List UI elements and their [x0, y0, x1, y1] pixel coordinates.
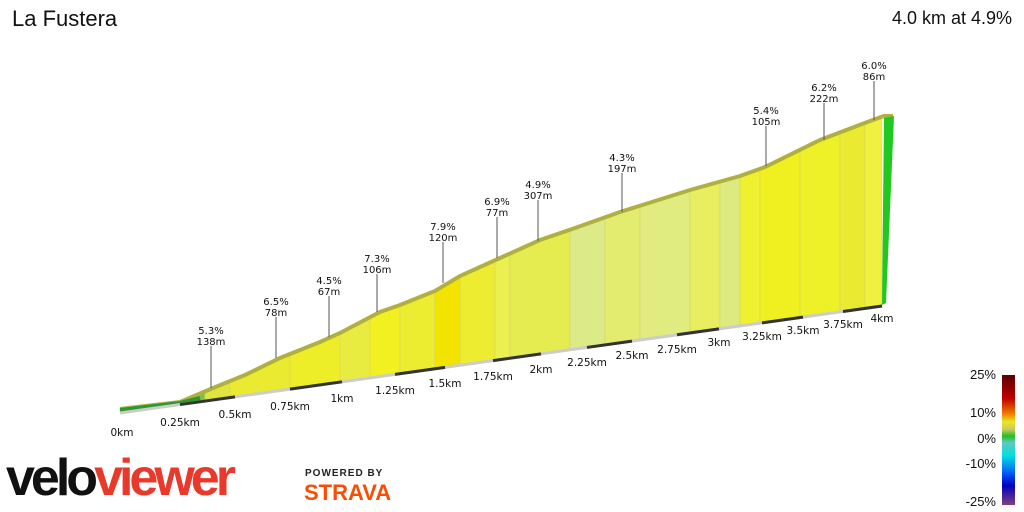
segment-gradient-label: 7.3% — [364, 254, 389, 265]
legend-label: 25% — [969, 367, 996, 382]
profile-segment — [799, 132, 841, 317]
profile-segment — [494, 253, 511, 360]
segment-gradient-label: 5.3% — [198, 326, 223, 337]
segment-length-label: 222m — [810, 94, 839, 105]
x-tick-label: 1.5km — [428, 378, 461, 390]
distance-band — [761, 315, 804, 325]
profile-segment — [759, 149, 801, 323]
segment-gradient-label: 6.5% — [263, 297, 288, 308]
distance-band — [289, 380, 343, 391]
x-tick-label: 0.5km — [218, 409, 251, 421]
distance-band — [676, 327, 720, 337]
segment-gradient-label: 6.0% — [861, 61, 886, 72]
profile-segment — [864, 116, 883, 308]
x-tick-label: 3km — [708, 337, 731, 349]
profile-top-edge-start — [119, 396, 201, 412]
x-tick-label: 3.25km — [742, 331, 782, 343]
segment-length-label: 67m — [318, 287, 340, 298]
profile-segment — [289, 332, 341, 389]
segment-gradient-label: 6.2% — [811, 83, 836, 94]
veloviewer-logo: veloviewer — [6, 449, 236, 507]
x-tick-label: 0km — [111, 427, 134, 439]
powered-by-text: POWERED BY — [305, 468, 384, 479]
x-tick-label: 2.25km — [567, 357, 607, 369]
segment-length-label: 86m — [863, 72, 885, 83]
segment-length-label: 197m — [608, 164, 637, 175]
x-tick-label: 3.75km — [823, 319, 863, 331]
x-tick-label: 4km — [871, 313, 894, 325]
segment-gradient-label: 6.9% — [484, 197, 509, 208]
gradient-legend-bar — [1002, 375, 1015, 505]
segment-gradient-label: 4.5% — [316, 276, 341, 287]
profile-segment — [739, 168, 761, 326]
distance-band — [179, 395, 236, 407]
segment-gradient-label: 5.4% — [753, 106, 778, 117]
climb-summary: 4.0 km at 4.9% — [891, 8, 1012, 28]
x-tick-label: 0.75km — [270, 401, 310, 413]
segment-gradient-label: 7.9% — [430, 222, 455, 233]
profile-segment — [839, 122, 866, 312]
profile-segment — [719, 175, 741, 329]
profile-segment — [569, 216, 606, 350]
strava-logo: STRAVA — [304, 480, 392, 505]
x-tick-label: 3.5km — [786, 325, 819, 337]
profile-segment — [689, 181, 721, 333]
distance-band — [842, 304, 883, 313]
x-tick-label: 2.75km — [657, 344, 697, 356]
profile-segment — [459, 259, 496, 365]
climb-title: La Fustera — [12, 6, 118, 31]
segment-length-label: 105m — [752, 117, 781, 128]
distance-band — [492, 352, 542, 363]
distance-band — [394, 365, 446, 376]
x-tick-label: 1.75km — [473, 371, 513, 383]
x-tick-label: 2.5km — [615, 350, 648, 362]
segment-gradient-label: 4.3% — [609, 153, 634, 164]
x-tick-label: 1km — [331, 393, 354, 405]
segment-length-label: 138m — [197, 337, 226, 348]
segment-gradient-label: 4.9% — [525, 180, 550, 191]
legend-label: 0% — [977, 431, 996, 446]
x-tick-label: 2km — [530, 364, 553, 376]
profile-top-edge — [119, 114, 893, 411]
distance-band — [586, 339, 633, 349]
profile-end-face — [882, 116, 894, 305]
segment-length-label: 120m — [429, 233, 458, 244]
legend-label: 10% — [969, 405, 996, 420]
profile-segment — [639, 189, 691, 340]
x-tick-label: 1.25km — [375, 385, 415, 397]
profile-segment — [604, 205, 641, 345]
legend-label: -10% — [965, 456, 996, 471]
segment-length-label: 307m — [524, 191, 553, 202]
segment-length-label: 77m — [486, 208, 508, 219]
x-tick-label: 0.25km — [160, 417, 200, 429]
legend-label: -25% — [965, 494, 996, 509]
segment-length-label: 78m — [265, 308, 287, 319]
segment-length-label: 106m — [363, 265, 392, 276]
